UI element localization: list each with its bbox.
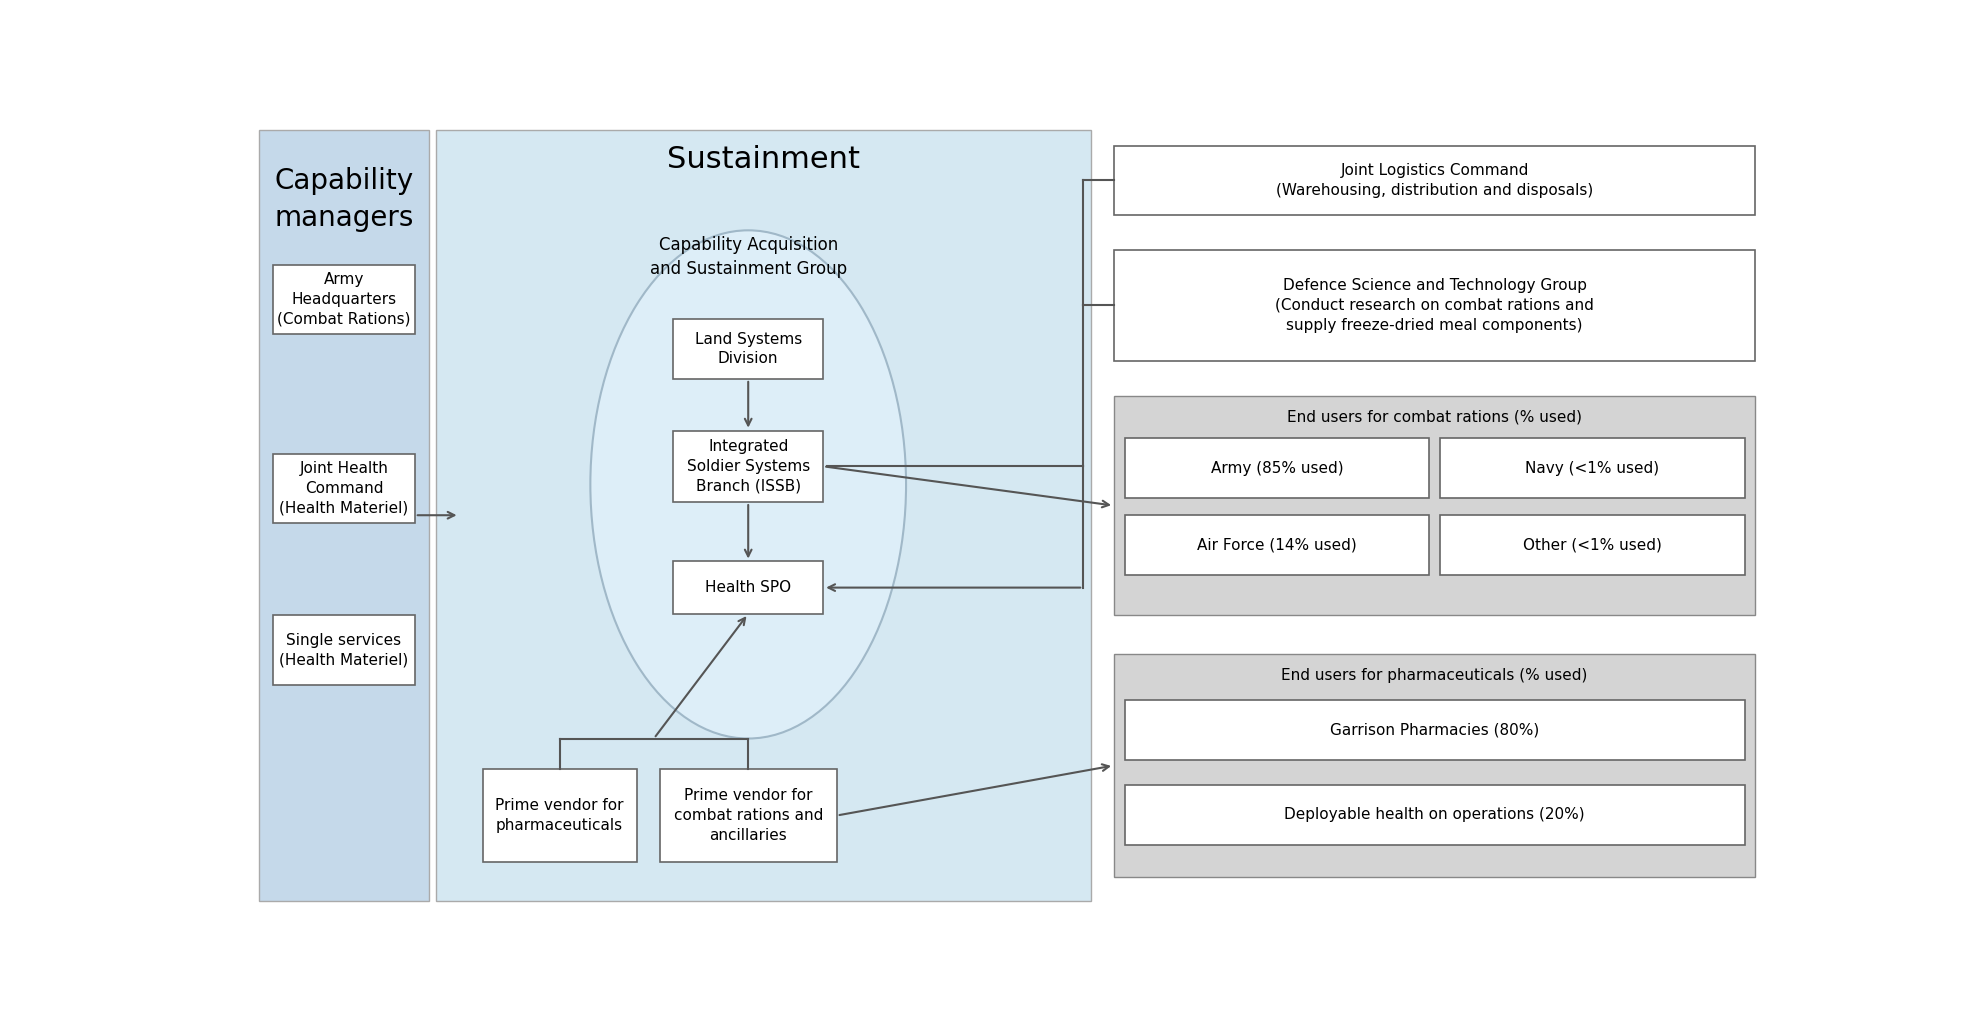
Text: Defence Science and Technology Group
(Conduct research on combat rations and
sup: Defence Science and Technology Group (Co… bbox=[1275, 278, 1594, 333]
Text: Capability Acquisition
and Sustainment Group: Capability Acquisition and Sustainment G… bbox=[649, 237, 846, 278]
Text: Health SPO: Health SPO bbox=[704, 580, 791, 595]
Text: Integrated
Soldier Systems
Branch (ISSB): Integrated Soldier Systems Branch (ISSB) bbox=[687, 439, 809, 493]
Bar bbox=[436, 131, 1091, 901]
Bar bbox=[1115, 146, 1756, 214]
Text: Joint Logistics Command
(Warehousing, distribution and disposals): Joint Logistics Command (Warehousing, di… bbox=[1277, 163, 1594, 198]
Text: Prime vendor for
pharmaceuticals: Prime vendor for pharmaceuticals bbox=[495, 798, 623, 833]
Bar bbox=[1115, 396, 1756, 616]
Bar bbox=[272, 265, 414, 334]
Text: Air Force (14% used): Air Force (14% used) bbox=[1198, 538, 1357, 552]
Bar bbox=[272, 453, 414, 523]
Text: Prime vendor for
combat rations and
ancillaries: Prime vendor for combat rations and anci… bbox=[673, 788, 823, 842]
Text: Garrison Pharmacies (80%): Garrison Pharmacies (80%) bbox=[1330, 723, 1539, 737]
Text: Army (85% used): Army (85% used) bbox=[1211, 460, 1344, 476]
Bar bbox=[659, 769, 837, 862]
Bar bbox=[1125, 700, 1744, 760]
Text: Other (<1% used): Other (<1% used) bbox=[1523, 538, 1661, 552]
Ellipse shape bbox=[590, 231, 906, 738]
Text: Single services
(Health Materiel): Single services (Health Materiel) bbox=[280, 633, 408, 668]
Text: Navy (<1% used): Navy (<1% used) bbox=[1525, 460, 1659, 476]
Bar bbox=[1440, 516, 1744, 575]
Bar bbox=[1125, 438, 1428, 498]
Text: Deployable health on operations (20%): Deployable health on operations (20%) bbox=[1284, 808, 1584, 822]
Bar bbox=[673, 319, 823, 379]
Text: End users for combat rations (% used): End users for combat rations (% used) bbox=[1286, 409, 1582, 425]
Bar bbox=[1115, 249, 1756, 361]
Bar bbox=[1125, 785, 1744, 844]
Text: Joint Health
Command
(Health Materiel): Joint Health Command (Health Materiel) bbox=[280, 460, 408, 516]
Text: Land Systems
Division: Land Systems Division bbox=[694, 332, 801, 367]
Bar bbox=[673, 562, 823, 614]
Text: Sustainment: Sustainment bbox=[667, 145, 860, 174]
Bar bbox=[1440, 438, 1744, 498]
Text: End users for pharmaceuticals (% used): End users for pharmaceuticals (% used) bbox=[1282, 668, 1588, 683]
Bar bbox=[258, 131, 428, 901]
Bar bbox=[1125, 516, 1428, 575]
Text: Army
Headquarters
(Combat Rations): Army Headquarters (Combat Rations) bbox=[278, 273, 410, 327]
Bar bbox=[673, 431, 823, 502]
Bar bbox=[1115, 653, 1756, 877]
Text: Capability
managers: Capability managers bbox=[274, 167, 414, 232]
Bar bbox=[272, 616, 414, 685]
Bar bbox=[483, 769, 637, 862]
